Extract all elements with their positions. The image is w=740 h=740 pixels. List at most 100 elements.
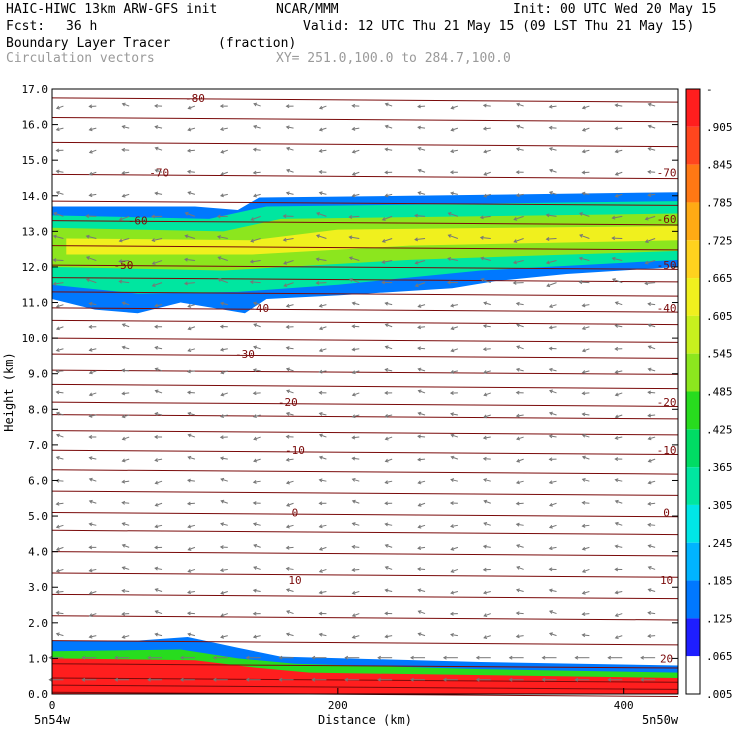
wind-vector-head xyxy=(219,104,224,109)
wind-vector xyxy=(450,479,459,482)
wind-vector xyxy=(582,370,590,374)
wind-vector-head xyxy=(253,345,258,350)
wind-vector xyxy=(612,215,623,219)
wind-vector xyxy=(286,368,294,372)
wind-vector-head xyxy=(55,433,60,438)
wind-vector-head xyxy=(252,480,257,484)
wind-vector xyxy=(415,237,426,241)
wind-vector xyxy=(579,234,590,239)
wind-vector-head xyxy=(285,303,290,308)
wind-vector xyxy=(582,105,590,109)
wind-vector-head xyxy=(480,256,485,261)
wind-vector-head xyxy=(286,168,290,173)
wind-vector-head xyxy=(581,569,586,573)
wind-vector-head xyxy=(351,324,356,329)
contour-label: -50 xyxy=(657,259,677,272)
wind-vector-head xyxy=(88,127,93,132)
wind-vector-head xyxy=(442,655,447,660)
wind-vector xyxy=(319,304,327,307)
wind-vector xyxy=(119,237,130,242)
wind-vector-head xyxy=(417,346,421,351)
y-tick-label: 15.0 xyxy=(22,154,49,167)
wind-vector xyxy=(286,502,294,507)
wind-vector-head xyxy=(381,239,386,243)
wind-vector-head xyxy=(318,501,323,506)
wind-vector-head xyxy=(154,125,159,130)
contour-label: 10 xyxy=(660,574,673,587)
wind-vector xyxy=(253,635,261,638)
isotherm-line xyxy=(51,383,679,390)
wind-vector xyxy=(582,524,590,527)
wind-vector-head xyxy=(614,635,619,640)
wind-vector xyxy=(648,566,656,570)
wind-vector-head xyxy=(515,147,520,152)
wind-vector-head xyxy=(154,324,158,329)
wind-vector xyxy=(549,589,557,592)
y-tick-label: 0.0 xyxy=(28,688,48,701)
wind-vector-head xyxy=(249,280,254,285)
wind-vector xyxy=(56,370,64,372)
wind-vector-head xyxy=(414,283,419,288)
wind-vector xyxy=(319,412,327,416)
isotherm-line xyxy=(51,551,679,557)
wind-vector-head xyxy=(220,149,225,154)
wind-vector xyxy=(319,434,327,438)
wind-vector-head xyxy=(121,391,126,396)
wind-vector-head xyxy=(384,170,389,175)
wind-vector-head xyxy=(578,256,583,261)
wind-vector xyxy=(155,610,163,615)
wind-vector xyxy=(122,323,130,328)
wind-vector-head xyxy=(118,279,123,284)
wind-vector xyxy=(319,105,327,109)
wind-vector xyxy=(645,238,656,243)
isotherm-line xyxy=(51,401,679,407)
wind-vector-head xyxy=(245,655,250,660)
wind-vector xyxy=(582,478,590,482)
wind-vector xyxy=(253,369,261,372)
colorbar-label: .845 xyxy=(706,159,733,172)
wind-vector-head xyxy=(285,480,290,485)
wind-vector-head xyxy=(253,102,258,107)
wind-vector xyxy=(352,127,360,130)
wind-vector-head xyxy=(479,215,484,220)
wind-vector-head xyxy=(647,302,652,307)
wind-vector-head xyxy=(581,412,586,417)
wind-vector-head xyxy=(121,611,126,616)
wind-vector-head xyxy=(217,278,222,282)
wind-vector xyxy=(352,370,360,374)
wind-vector-head xyxy=(548,610,553,614)
wind-vector-head xyxy=(450,546,455,551)
wind-vector xyxy=(451,348,459,352)
wind-vector-head xyxy=(614,457,619,462)
wind-vector-head xyxy=(581,348,586,353)
wind-vector-head xyxy=(88,568,93,573)
wind-vector-head xyxy=(147,677,151,682)
wind-vector xyxy=(418,546,426,549)
wind-vector-head xyxy=(351,522,356,526)
wind-vector-head xyxy=(151,214,155,219)
wind-vector xyxy=(418,502,426,507)
wind-vector-head xyxy=(187,105,192,110)
wind-vector xyxy=(53,259,64,262)
wind-vector xyxy=(579,257,590,262)
wind-vector-head xyxy=(581,455,586,460)
wind-vector-head xyxy=(186,611,191,616)
wind-vector-head xyxy=(384,193,389,198)
wind-vector xyxy=(53,282,64,285)
wind-vector-head xyxy=(318,148,323,153)
contour-label: -60 xyxy=(128,215,148,228)
wind-vector xyxy=(352,591,360,594)
wind-vector xyxy=(648,545,656,548)
wind-vector xyxy=(185,212,196,217)
wind-vector xyxy=(352,522,360,526)
colorbar-swatch xyxy=(686,656,700,694)
wind-vector-head xyxy=(417,588,422,593)
wind-vector-head xyxy=(318,611,323,616)
wind-vector-head xyxy=(545,260,550,265)
wind-vector-head xyxy=(318,547,323,551)
wind-vector-head xyxy=(253,543,258,548)
wind-vector-head xyxy=(483,370,488,374)
wind-vector-head xyxy=(482,324,487,329)
wind-vector-head xyxy=(351,499,356,504)
wind-vector xyxy=(450,413,458,416)
